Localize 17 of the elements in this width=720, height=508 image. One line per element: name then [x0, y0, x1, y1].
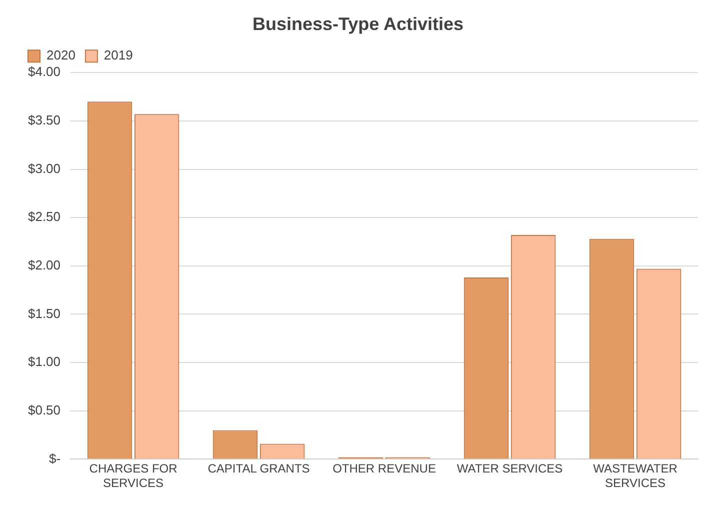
chart-title: Business-Type Activities [252, 14, 464, 34]
x-tick-label: WATER SERVICES [456, 462, 563, 476]
y-tick-label: $- [48, 450, 61, 466]
legend-label: 2019 [104, 48, 133, 63]
legend-label: 2020 [46, 48, 76, 63]
y-tick-label: $0.50 [28, 402, 61, 418]
y-tick-label: $1.50 [28, 306, 61, 321]
y-tick-label: $3.00 [28, 160, 61, 176]
y-tick-label: $3.50 [28, 112, 61, 128]
x-tick-label: CAPITAL GRANTS [208, 462, 310, 476]
y-tick-label: $2.00 [28, 257, 61, 272]
y-tick-label: $2.50 [28, 209, 61, 224]
y-tick-label: $4.00 [28, 64, 61, 80]
x-tick-label: CHARGES FOR SERVICES [89, 462, 178, 490]
x-tick-label: WASTEWATER SERVICES [593, 462, 678, 490]
x-tick-label: OTHER REVENUE [332, 462, 436, 476]
y-tick-label: $1.00 [28, 354, 61, 370]
